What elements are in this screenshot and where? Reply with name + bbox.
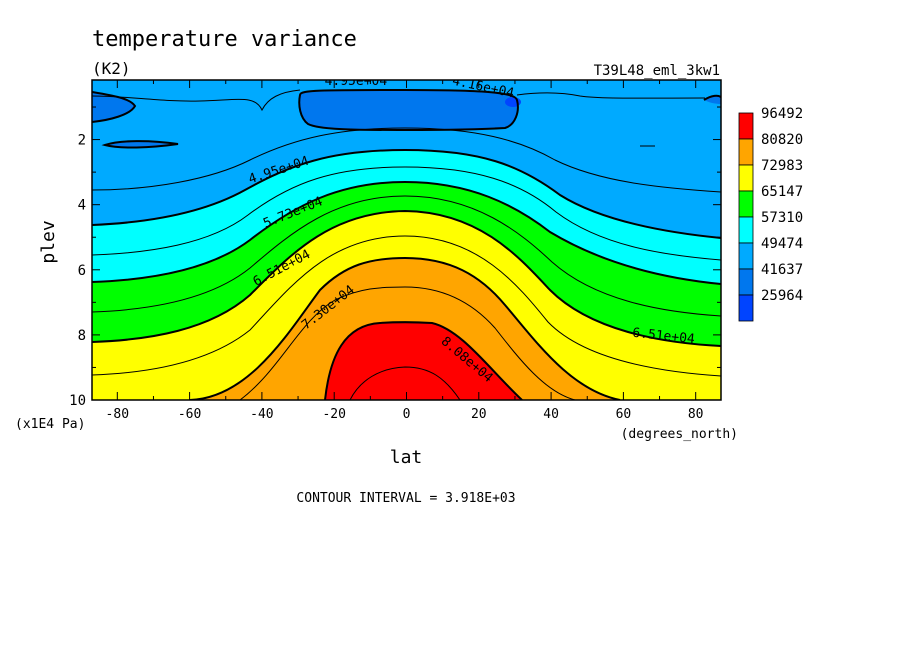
x-tick-label: -80 xyxy=(106,407,129,422)
y-axis-title: plev xyxy=(38,220,59,263)
colorbar-swatch xyxy=(738,112,754,140)
colorbar-label: 72983 xyxy=(761,158,803,174)
colorbar-swatch xyxy=(738,294,754,322)
colorbar-swatch xyxy=(738,190,754,218)
colorbar-swatch xyxy=(738,164,754,192)
x-tick-label: -60 xyxy=(178,407,201,422)
colorbar: 96492 80820 72983 65147 57310 49474 41637 25964 xyxy=(738,106,803,322)
contour-interval-note: CONTOUR INTERVAL = 3.918E+03 xyxy=(296,491,515,506)
colorbar-swatch xyxy=(738,268,754,296)
chart-title: temperature variance xyxy=(92,27,357,52)
colorbar-label: 80820 xyxy=(761,132,803,148)
colorbar-label: 49474 xyxy=(761,236,803,252)
colorbar-label: 41637 xyxy=(761,262,803,278)
x-axis: -80 -60 -40 -20 0 20 40 60 80 xyxy=(106,80,704,422)
contour-lines xyxy=(92,89,721,400)
x-tick-label: -20 xyxy=(322,407,345,422)
colorbar-swatch xyxy=(738,138,754,166)
y-axis: 2 4 6 8 10 xyxy=(69,106,721,409)
x-axis-title: lat xyxy=(390,447,423,468)
y-tick-label: 6 xyxy=(78,263,86,279)
y-tick-label: 10 xyxy=(69,393,86,409)
x-tick-label: 40 xyxy=(543,407,559,422)
contour-label: 6.51e+04 xyxy=(632,326,696,347)
band-80820 xyxy=(325,322,522,400)
experiment-label: T39L48_eml_3kw1 xyxy=(594,63,720,79)
y-units-label: (x1E4 Pa) xyxy=(15,417,85,432)
y-tick-label: 2 xyxy=(78,133,86,149)
y-tick-label: 4 xyxy=(78,198,86,214)
colorbar-label: 25964 xyxy=(761,288,803,304)
chart-subtitle: (K2) xyxy=(92,59,131,78)
x-tick-label: 20 xyxy=(471,407,487,422)
x-tick-label: 80 xyxy=(688,407,704,422)
y-tick-label: 8 xyxy=(78,328,86,344)
colorbar-label: 57310 xyxy=(761,210,803,226)
x-tick-label: -40 xyxy=(250,407,273,422)
plot-area: 4.95e+04 4.16e+044.95e+045.73e+046.51e+04… xyxy=(92,74,721,400)
x-tick-label: 0 xyxy=(403,407,411,422)
colorbar-swatch xyxy=(738,242,754,270)
colorbar-swatch xyxy=(738,216,754,244)
colorbar-label: 65147 xyxy=(761,184,803,200)
x-units-label: (degrees_north) xyxy=(621,427,738,442)
colorbar-label: 96492 xyxy=(761,106,803,122)
band-25964-top xyxy=(299,90,518,130)
contour-label: 4.95e+04 xyxy=(325,74,388,89)
contour-lines-bold xyxy=(92,88,721,400)
x-tick-label: 60 xyxy=(616,407,632,422)
